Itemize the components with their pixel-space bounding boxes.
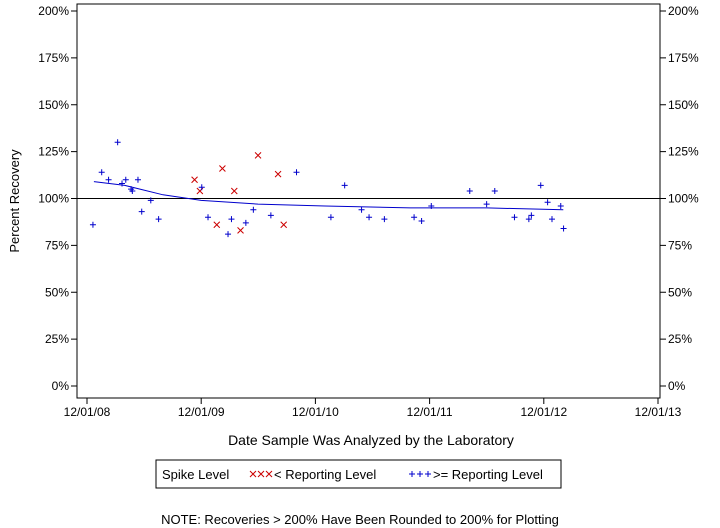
y-tick-label-right: 175% xyxy=(668,51,699,65)
greater-equal-point xyxy=(411,214,418,221)
trend-polyline xyxy=(93,181,564,211)
legend-greater-equal-label: >= Reporting Level xyxy=(433,467,543,482)
y-tick-label-right: 0% xyxy=(668,379,686,393)
greater-equal-point xyxy=(134,176,141,183)
y-tick-label-right: 75% xyxy=(668,238,692,252)
legend-plus-mark xyxy=(425,471,431,477)
greater-equal-point xyxy=(155,216,162,223)
less-than-point xyxy=(254,152,262,159)
y-axis-label: Percent Recovery xyxy=(7,149,22,253)
x-tick-label: 12/01/12 xyxy=(520,405,567,419)
legend-x-mark xyxy=(265,470,273,478)
x-tick-label: 12/01/08 xyxy=(64,405,111,419)
greater-equal-point xyxy=(242,219,249,226)
greater-equal-point xyxy=(511,214,518,221)
greater-equal-point xyxy=(119,180,126,187)
less-than-point xyxy=(274,170,282,178)
greater-equal-point xyxy=(267,212,274,219)
x-tick-label: 12/01/09 xyxy=(178,405,225,419)
plot-frame xyxy=(76,3,661,399)
y-tick-label-left: 150% xyxy=(38,98,69,112)
legend-x-mark xyxy=(257,470,265,478)
legend-title: Spike Level xyxy=(162,467,229,482)
less-than-point xyxy=(230,187,238,195)
greater-equal-point xyxy=(225,231,232,238)
greater-equal-point xyxy=(537,182,544,189)
greater-equal-point xyxy=(525,216,532,223)
greater-equal-point xyxy=(366,214,373,221)
greater-equal-point xyxy=(548,216,555,223)
y-axis: 0% 0% 25% 25% 50% 50% 75% 75% 100% 100% 125% 125% 15… xyxy=(38,4,699,393)
legend-greater-equal-marker xyxy=(409,471,431,477)
y-tick-label-left: 175% xyxy=(38,51,69,65)
plot-note: NOTE: Recoveries > 200% Have Been Rounde… xyxy=(161,512,559,527)
greater-equal-point xyxy=(89,221,96,228)
greater-equal-point xyxy=(491,188,498,194)
x-tick-label: 12/01/11 xyxy=(407,405,453,419)
greater-equal-point xyxy=(129,188,136,194)
y-tick-label-right: 125% xyxy=(668,145,699,159)
greater-equal-point xyxy=(483,201,490,208)
legend-x-mark xyxy=(249,470,257,478)
greater-equal-point xyxy=(114,139,121,146)
less-than-point xyxy=(219,165,226,172)
y-tick-label-right: 200% xyxy=(668,4,699,18)
greater-equal-point xyxy=(381,216,388,223)
y-tick-label-left: 200% xyxy=(38,4,69,18)
greater-equal-point xyxy=(138,208,145,215)
x-tick-label: 12/01/13 xyxy=(635,405,682,419)
y-tick-label-left: 0% xyxy=(52,379,70,393)
less-than-point xyxy=(280,221,288,229)
greater-equal-point xyxy=(105,176,112,183)
greater-equal-point xyxy=(466,188,473,194)
y-tick-label-left: 75% xyxy=(45,238,69,252)
less-than-point xyxy=(191,176,198,184)
greater-equal-point xyxy=(428,203,435,209)
greater-equal-point xyxy=(122,176,129,183)
legend-less-than-label: < Reporting Level xyxy=(274,467,376,482)
greater-equal-point xyxy=(341,182,348,189)
greater-equal-point xyxy=(544,199,551,206)
greater-equal-point xyxy=(205,214,212,221)
data-points xyxy=(89,139,567,238)
greater-equal-point xyxy=(228,216,235,223)
greater-equal-point xyxy=(560,225,567,232)
less-than-point xyxy=(237,227,244,234)
greater-equal-point xyxy=(358,206,365,213)
y-tick-label-right: 50% xyxy=(668,285,692,299)
y-tick-label-left: 25% xyxy=(45,332,69,346)
legend-plus-mark xyxy=(417,471,423,477)
greater-equal-point xyxy=(293,169,300,176)
greater-equal-point xyxy=(198,184,205,191)
less-than-point xyxy=(213,221,221,229)
y-tick-label-left: 125% xyxy=(38,145,69,159)
greater-equal-point xyxy=(557,203,564,209)
x-axis: 12/01/08 12/01/09 12/01/10 12/01/11 12/01/12… xyxy=(64,398,682,419)
legend-less-than-marker xyxy=(249,470,273,478)
y-tick-label-right: 25% xyxy=(668,332,692,346)
trend-line xyxy=(93,181,564,211)
x-tick-label: 12/01/10 xyxy=(292,405,339,419)
greater-equal-point xyxy=(528,212,535,219)
x-axis-label: Date Sample Was Analyzed by the Laborato… xyxy=(228,432,514,448)
greater-equal-point xyxy=(327,214,334,221)
y-tick-label-left: 50% xyxy=(45,285,69,299)
y-tick-label-left: 100% xyxy=(38,192,69,206)
greater-equal-point xyxy=(250,206,257,213)
legend: Spike Level < Reporting Level >= Reporti… xyxy=(155,459,562,489)
y-tick-label-right: 150% xyxy=(668,98,699,112)
greater-equal-point xyxy=(98,169,105,176)
greater-equal-point xyxy=(418,218,425,224)
greater-equal-point xyxy=(147,197,154,204)
legend-box xyxy=(155,459,562,489)
y-tick-label-right: 100% xyxy=(668,192,699,206)
legend-plus-mark xyxy=(409,471,415,477)
